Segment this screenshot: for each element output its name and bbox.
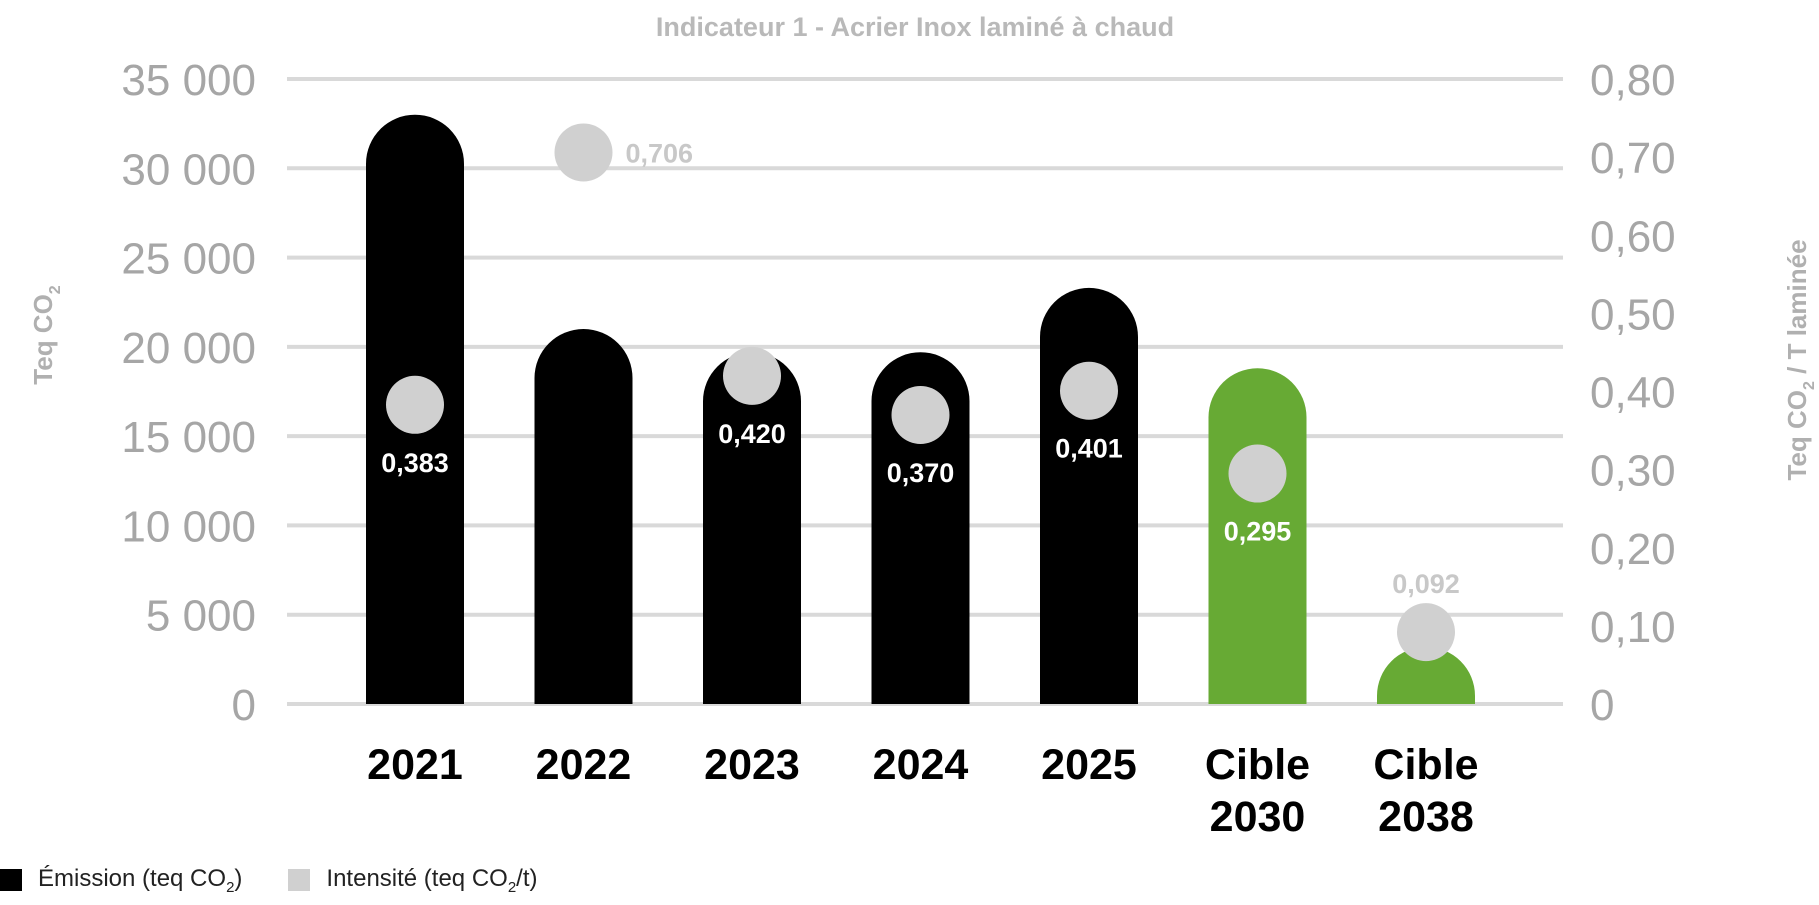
intensity-value-label: 0,295 bbox=[1224, 517, 1292, 547]
legend-label-intensity: Intensité (teq CO2/t) bbox=[326, 864, 538, 896]
left-tick-label: 35 000 bbox=[121, 56, 256, 105]
left-tick-label: 15 000 bbox=[121, 413, 256, 462]
legend-item-emission: Émission (teq CO2) bbox=[0, 864, 243, 896]
intensity-dot bbox=[1397, 603, 1455, 662]
right-tick-label: 0,80 bbox=[1590, 56, 1676, 105]
intensity-value-label: 0,420 bbox=[718, 419, 786, 449]
intensity-value-label: 0,370 bbox=[887, 458, 955, 488]
category-label: 2038 bbox=[1378, 793, 1474, 841]
category-label: 2022 bbox=[536, 741, 632, 789]
right-tick-label: 0,70 bbox=[1590, 134, 1676, 183]
legend-item-intensity: Intensité (teq CO2/t) bbox=[288, 864, 538, 896]
right-tick-label: 0,50 bbox=[1590, 290, 1676, 339]
right-axis-ticks: 0 0,10 0,20 0,30 0,40 0,50 0,60 0,70 0,80 bbox=[1590, 56, 1676, 730]
emission-bar bbox=[871, 352, 970, 704]
right-tick-label: 0,40 bbox=[1590, 369, 1676, 418]
left-tick-label: 30 000 bbox=[121, 145, 256, 194]
category-label: 2023 bbox=[704, 741, 800, 789]
category-label: Cible bbox=[1373, 741, 1478, 789]
chart-title: Indicateur 1 - Acrier Inox laminé à chau… bbox=[656, 12, 1174, 42]
right-tick-label: 0,10 bbox=[1590, 603, 1676, 652]
intensity-value-label: 0,706 bbox=[626, 138, 694, 168]
right-axis-title: Teq CO2 / T laminée bbox=[1782, 239, 1818, 480]
intensity-value-label: 0,401 bbox=[1055, 434, 1123, 464]
intensity-dots: 0,383 0,706 0,420 0,370 0,401 0,295 0,092 bbox=[381, 123, 1460, 662]
emission-bar bbox=[1376, 646, 1475, 704]
left-tick-label: 10 000 bbox=[121, 502, 256, 551]
intensity-dot bbox=[723, 346, 781, 405]
legend-label-emission: Émission (teq CO2) bbox=[38, 864, 243, 896]
intensity-dot bbox=[554, 123, 613, 182]
left-tick-label: 25 000 bbox=[121, 235, 256, 284]
left-axis-ticks: 0 5 000 10 000 15 000 20 000 25 000 30 000 35 0… bbox=[121, 56, 256, 730]
legend: Émission (teq CO2) Intensité (teq CO2/t) bbox=[0, 862, 584, 898]
category-label: Cible bbox=[1205, 741, 1310, 789]
emission-bar bbox=[703, 352, 801, 704]
category-label: 2021 bbox=[367, 741, 463, 789]
right-tick-label: 0,20 bbox=[1590, 525, 1676, 574]
legend-swatch-intensity bbox=[288, 868, 311, 891]
right-tick-label: 0,30 bbox=[1590, 447, 1676, 496]
left-tick-label: 20 000 bbox=[121, 324, 256, 373]
left-tick-label: 5 000 bbox=[146, 592, 256, 641]
left-axis-title: Teq CO2 bbox=[28, 285, 64, 385]
right-tick-label: 0 bbox=[1590, 681, 1614, 730]
category-label: 2025 bbox=[1041, 741, 1137, 789]
left-tick-label: 0 bbox=[232, 681, 256, 730]
right-tick-label: 0,60 bbox=[1590, 212, 1676, 261]
intensity-dot bbox=[891, 385, 950, 444]
emission-bar bbox=[1208, 368, 1307, 704]
intensity-dot bbox=[386, 375, 444, 434]
category-label: 2030 bbox=[1210, 793, 1306, 841]
category-label: 2024 bbox=[873, 741, 969, 789]
intensity-dot bbox=[1060, 361, 1118, 420]
intensity-value-label: 0,092 bbox=[1392, 569, 1460, 599]
emission-bar bbox=[1040, 287, 1138, 704]
emission-bars bbox=[366, 114, 1475, 704]
emission-bar bbox=[534, 328, 633, 704]
intensity-value-label: 0,383 bbox=[381, 448, 449, 478]
legend-swatch-emission bbox=[0, 868, 22, 891]
intensity-dot bbox=[1228, 444, 1287, 503]
